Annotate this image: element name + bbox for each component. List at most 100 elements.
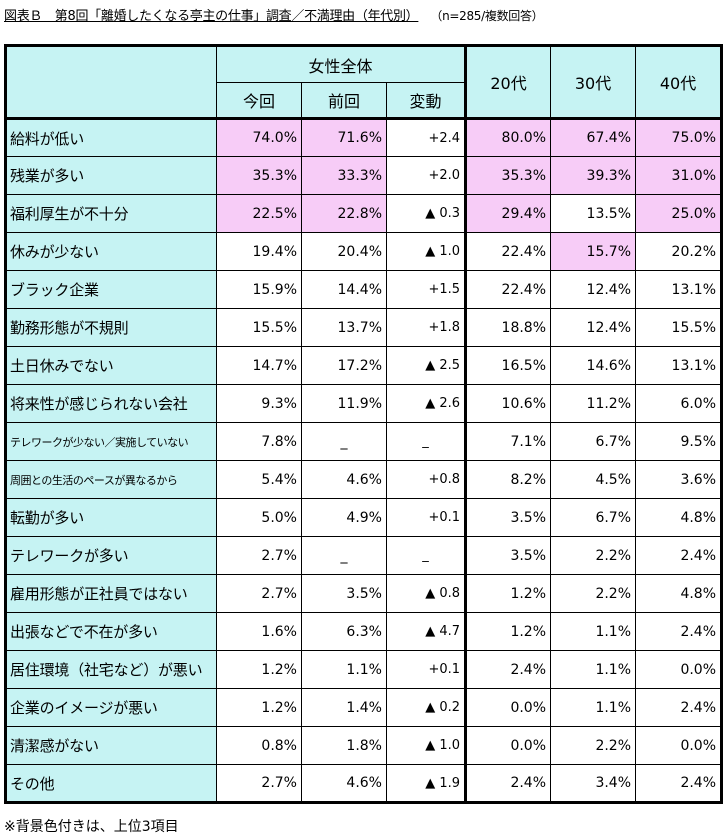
cell-age-20s: 80.0%: [464, 118, 552, 157]
cell-current: 1.2%: [216, 688, 302, 727]
table-body: 給料が低い 74.0% 71.6% +2.4 80.0% 67.4% 75.0% 残業が多い 3…: [4, 118, 724, 804]
cell-previous: 14.4%: [301, 270, 387, 309]
cell-age-40s: 75.0%: [635, 118, 724, 157]
cell-age-40s: 20.2%: [635, 232, 724, 271]
table-row: ブラック企業 15.9% 14.4% +1.5 22.4% 12.4% 13.1%: [4, 270, 724, 309]
cell-age-40s: 0.0%: [635, 726, 724, 765]
cell-age-30s: 12.4%: [550, 270, 637, 309]
table-row: 企業のイメージが悪い 1.2% 1.4% ▲ 0.2 0.0% 1.1% 2.4%: [4, 688, 724, 727]
row-label: 企業のイメージが悪い: [4, 688, 217, 727]
cell-current: 5.4%: [216, 460, 302, 499]
cell-age-40s: 3.6%: [635, 460, 724, 499]
cell-age-30s: 3.4%: [550, 764, 637, 804]
row-label: 転勤が多い: [4, 498, 217, 537]
cell-age-30s: 6.7%: [550, 498, 637, 537]
cell-current: 22.5%: [216, 194, 302, 233]
cell-age-40s: 15.5%: [635, 308, 724, 347]
cell-age-30s: 1.1%: [550, 612, 637, 651]
row-label: テレワークが少ない／実施していない: [4, 422, 217, 461]
cell-age-20s: 0.0%: [464, 726, 552, 765]
row-label: 休みが少ない: [4, 232, 217, 271]
table-row: テレワークが多い 2.7% _ _ 3.5% 2.2% 2.4%: [4, 536, 724, 575]
header-age-20s: 20代: [464, 44, 552, 120]
cell-change: ▲ 1.0: [385, 726, 467, 765]
cell-age-20s: 29.4%: [464, 194, 552, 233]
cell-age-40s: 2.4%: [635, 688, 724, 727]
cell-previous: 33.3%: [301, 156, 387, 195]
cell-current: 2.7%: [216, 536, 302, 575]
row-label: 土日休みでない: [4, 346, 217, 385]
cell-age-40s: 4.8%: [635, 498, 724, 537]
cell-age-20s: 7.1%: [464, 422, 552, 461]
cell-age-30s: 67.4%: [550, 118, 637, 157]
footnote: ※背景色付きは、上位3項目: [4, 819, 179, 835]
header-women-overall: 女性全体: [215, 44, 467, 83]
cell-age-30s: 13.5%: [550, 194, 637, 233]
cell-previous: 6.3%: [301, 612, 387, 651]
cell-age-40s: 4.8%: [635, 574, 724, 613]
cell-change: +2.0: [385, 156, 467, 195]
cell-previous: 71.6%: [301, 118, 387, 157]
cell-age-30s: 4.5%: [550, 460, 637, 499]
cell-age-30s: 2.2%: [550, 574, 637, 613]
cell-previous: 4.6%: [301, 460, 387, 499]
cell-age-30s: 2.2%: [550, 536, 637, 575]
cell-age-20s: 16.5%: [464, 346, 552, 385]
cell-age-40s: 31.0%: [635, 156, 724, 195]
cell-age-20s: 22.4%: [464, 232, 552, 271]
row-label: その他: [4, 764, 217, 804]
cell-age-20s: 1.2%: [464, 574, 552, 613]
table-row: その他 2.7% 4.6% ▲ 1.9 2.4% 3.4% 2.4%: [4, 764, 724, 804]
cell-age-30s: 6.7%: [550, 422, 637, 461]
cell-previous: 1.1%: [301, 650, 387, 689]
cell-previous: _: [301, 536, 387, 575]
cell-age-40s: 13.1%: [635, 346, 724, 385]
table-row: 将来性が感じられない会社 9.3% 11.9% ▲ 2.6 10.6% 11.2% 6.0%: [4, 384, 724, 423]
header-age-40s: 40代: [635, 44, 724, 120]
table-row: 休みが少ない 19.4% 20.4% ▲ 1.0 22.4% 15.7% 20.2%: [4, 232, 724, 271]
cell-previous: 1.8%: [301, 726, 387, 765]
cell-age-20s: 10.6%: [464, 384, 552, 423]
row-label: 雇用形態が正社員ではない: [4, 574, 217, 613]
cell-change: +0.1: [385, 650, 467, 689]
table-row: 土日休みでない 14.7% 17.2% ▲ 2.5 16.5% 14.6% 13.1%: [4, 346, 724, 385]
cell-previous: 22.8%: [301, 194, 387, 233]
cell-previous: 13.7%: [301, 308, 387, 347]
cell-age-40s: 13.1%: [635, 270, 724, 309]
cell-current: 15.5%: [216, 308, 302, 347]
cell-change: ▲ 0.2: [385, 688, 467, 727]
cell-current: 15.9%: [216, 270, 302, 309]
table-row: 居住環境（社宅など）が悪い 1.2% 1.1% +0.1 2.4% 1.1% 0.0%: [4, 650, 724, 689]
cell-change: +0.1: [385, 498, 467, 537]
table-row: 雇用形態が正社員ではない 2.7% 3.5% ▲ 0.8 1.2% 2.2% 4.8%: [4, 574, 724, 613]
header-change: 変動: [385, 82, 467, 120]
table-row: 残業が多い 35.3% 33.3% +2.0 35.3% 39.3% 31.0%: [4, 156, 724, 195]
reasons-table: 女性全体 20代 30代 40代 今回 前回 変動 給料が低い 74.0% 71.6…: [4, 44, 724, 804]
cell-change: ▲ 0.8: [385, 574, 467, 613]
cell-current: 35.3%: [216, 156, 302, 195]
cell-age-20s: 35.3%: [464, 156, 552, 195]
cell-current: 1.6%: [216, 612, 302, 651]
cell-age-40s: 6.0%: [635, 384, 724, 423]
cell-age-30s: 15.7%: [550, 232, 637, 271]
cell-age-20s: 3.5%: [464, 536, 552, 575]
cell-previous: 3.5%: [301, 574, 387, 613]
cell-change: +0.8: [385, 460, 467, 499]
cell-change: ▲ 1.9: [385, 764, 467, 804]
cell-current: 0.8%: [216, 726, 302, 765]
cell-current: 74.0%: [216, 118, 302, 157]
row-label: 残業が多い: [4, 156, 217, 195]
table-row: 清潔感がない 0.8% 1.8% ▲ 1.0 0.0% 2.2% 0.0%: [4, 726, 724, 765]
row-label: テレワークが多い: [4, 536, 217, 575]
row-label: 給料が低い: [4, 118, 217, 157]
cell-age-20s: 0.0%: [464, 688, 552, 727]
cell-current: 1.2%: [216, 650, 302, 689]
cell-change: ▲ 1.0: [385, 232, 467, 271]
cell-previous: 20.4%: [301, 232, 387, 271]
cell-change: ▲ 4.7: [385, 612, 467, 651]
cell-change: +1.8: [385, 308, 467, 347]
cell-age-30s: 1.1%: [550, 688, 637, 727]
cell-age-40s: 2.4%: [635, 764, 724, 804]
header-current: 今回: [216, 82, 302, 120]
row-label: 居住環境（社宅など）が悪い: [4, 650, 217, 689]
